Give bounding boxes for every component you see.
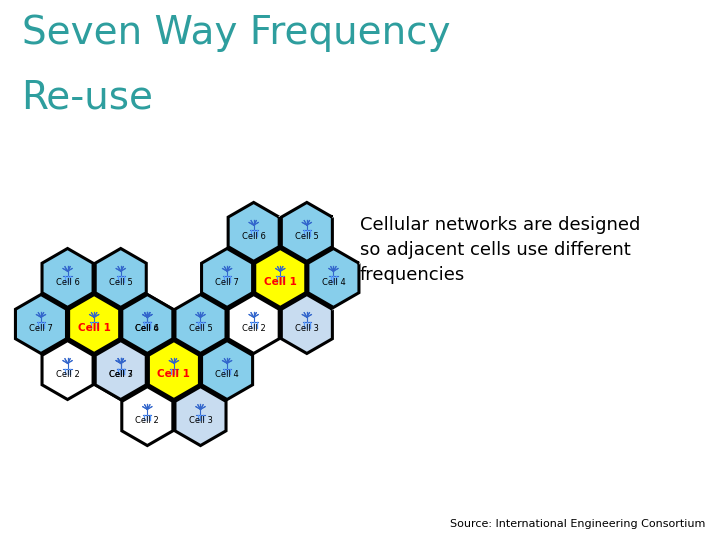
Text: Cell 2: Cell 2 bbox=[55, 370, 79, 379]
Text: Cell 6: Cell 6 bbox=[135, 324, 159, 333]
Text: Cell 3: Cell 3 bbox=[109, 370, 132, 379]
Polygon shape bbox=[228, 202, 279, 261]
Polygon shape bbox=[15, 294, 66, 354]
Text: Cell 7: Cell 7 bbox=[109, 370, 132, 379]
Text: Cell 1: Cell 1 bbox=[78, 323, 111, 333]
Polygon shape bbox=[95, 248, 146, 307]
Text: Cell 1: Cell 1 bbox=[264, 278, 297, 287]
Polygon shape bbox=[42, 341, 93, 400]
Text: Cell 4: Cell 4 bbox=[322, 278, 346, 287]
Polygon shape bbox=[42, 248, 93, 307]
Text: Cell 2: Cell 2 bbox=[242, 324, 266, 333]
Text: Cell 7: Cell 7 bbox=[29, 324, 53, 333]
Polygon shape bbox=[148, 341, 199, 400]
Text: Cell 1: Cell 1 bbox=[158, 369, 190, 380]
Text: Cellular networks are designed
so adjacent cells use different
frequencies: Cellular networks are designed so adjace… bbox=[360, 216, 640, 284]
Polygon shape bbox=[122, 294, 173, 354]
Polygon shape bbox=[68, 294, 120, 354]
Text: Cell 2: Cell 2 bbox=[135, 416, 159, 425]
Polygon shape bbox=[175, 294, 226, 354]
Text: Source: International Engineering Consortium: Source: International Engineering Consor… bbox=[450, 519, 706, 529]
Text: Cell 4: Cell 4 bbox=[215, 370, 239, 379]
Text: Re-use: Re-use bbox=[22, 78, 153, 116]
Polygon shape bbox=[95, 341, 146, 400]
Polygon shape bbox=[122, 387, 173, 446]
Text: Cell 7: Cell 7 bbox=[215, 278, 239, 287]
Text: Cell 5: Cell 5 bbox=[295, 232, 319, 241]
Polygon shape bbox=[282, 294, 333, 354]
Polygon shape bbox=[202, 248, 253, 307]
Polygon shape bbox=[308, 248, 359, 307]
Text: Cell 6: Cell 6 bbox=[55, 278, 79, 287]
Polygon shape bbox=[122, 294, 173, 354]
Polygon shape bbox=[175, 387, 226, 446]
Polygon shape bbox=[202, 341, 253, 400]
Polygon shape bbox=[282, 202, 333, 261]
Text: Cell 5: Cell 5 bbox=[109, 278, 132, 287]
Text: Cell 3: Cell 3 bbox=[189, 416, 212, 425]
Text: Seven Way Frequency: Seven Way Frequency bbox=[22, 14, 450, 51]
Text: Cell 5: Cell 5 bbox=[189, 324, 212, 333]
Text: Cell 4: Cell 4 bbox=[135, 324, 159, 333]
Text: Cell 6: Cell 6 bbox=[242, 232, 266, 241]
Polygon shape bbox=[228, 294, 279, 354]
Polygon shape bbox=[255, 248, 306, 307]
Text: Cell 3: Cell 3 bbox=[295, 324, 319, 333]
Polygon shape bbox=[95, 341, 146, 400]
